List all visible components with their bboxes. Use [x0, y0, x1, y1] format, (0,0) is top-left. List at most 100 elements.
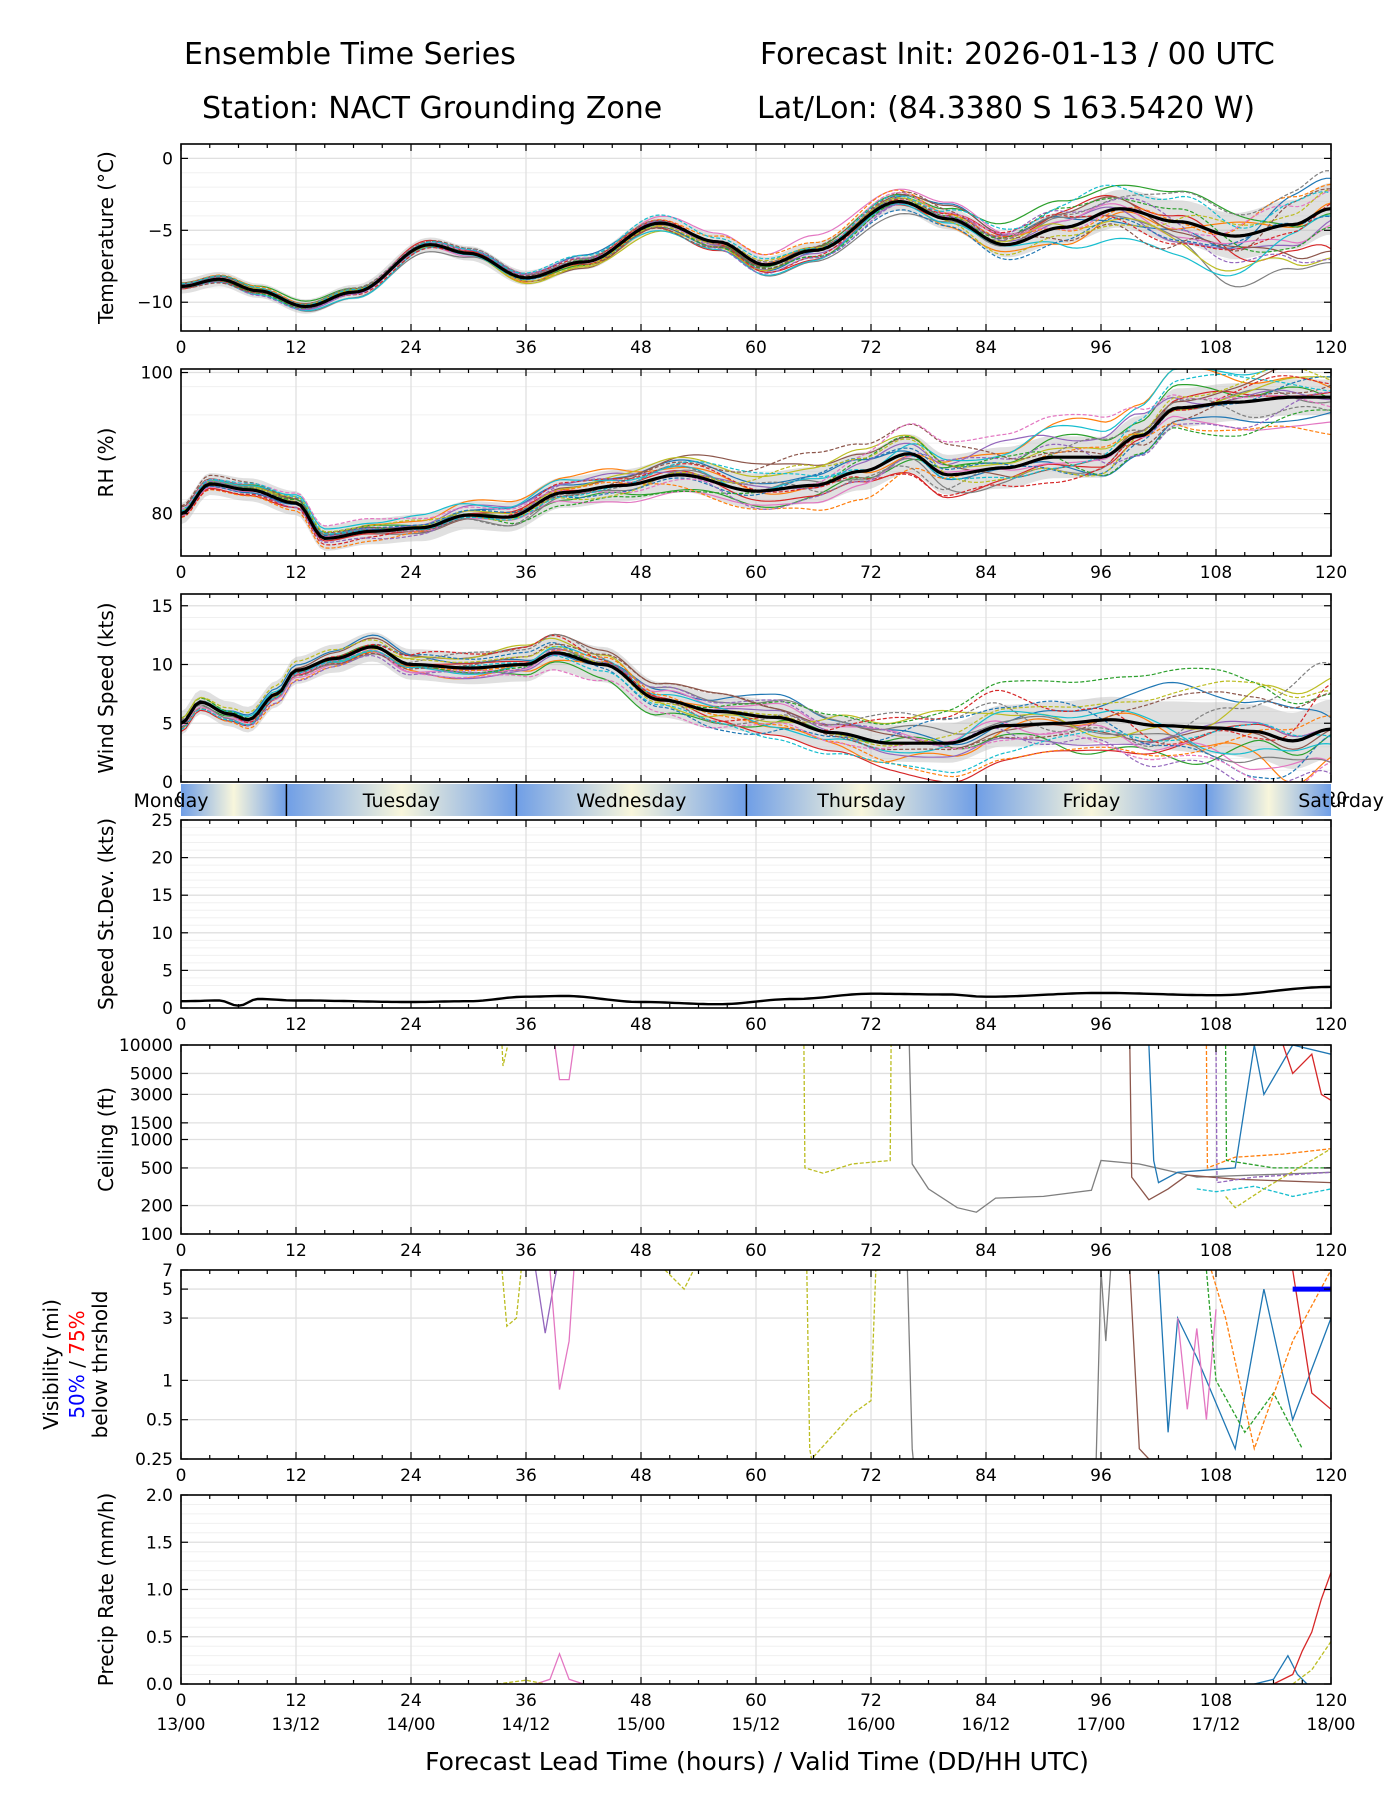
- y-axis-label-rh: RH (%): [94, 428, 118, 498]
- panel-speed_stdev: 0 5 10 15 20 25 0 12 24 36 48 60 72 84 96 108 120 Speed S…: [94, 811, 1347, 1035]
- x-tick-label: 108: [1200, 1015, 1232, 1035]
- x-tick-label: 72: [860, 1241, 882, 1261]
- x-tick-label: 84: [975, 1466, 997, 1486]
- y-axis-label-precip_rate: Precip Rate (mm/h): [94, 1493, 118, 1687]
- x-tick-label: 96: [1090, 1691, 1112, 1711]
- valid-time-label: 14/12: [502, 1715, 551, 1735]
- valid-time-label: 13/12: [272, 1715, 321, 1735]
- x-tick-label: 96: [1090, 1015, 1112, 1035]
- y-tick-label: 1: [162, 1371, 173, 1391]
- ticks-visibility: [180, 1269, 1332, 1460]
- member-line: [181, 649, 1331, 778]
- member-series-m-gray: [908, 1045, 1331, 1213]
- member-series-v-olive: [501, 1270, 522, 1328]
- plot-area-visibility: [501, 1270, 1331, 1459]
- member-series-m-blue: [1148, 1045, 1331, 1184]
- x-tick-label: 108: [1200, 1241, 1232, 1261]
- member-series-m-red: [1282, 1045, 1331, 1101]
- label-50-percent: 50%: [65, 1374, 89, 1418]
- y-axis-label-visibility: Visibility (mi): [39, 1299, 63, 1430]
- valid-time-label: 17/12: [1192, 1715, 1241, 1735]
- day-segment: [1206, 784, 1331, 816]
- y-tick-label: 20: [151, 849, 173, 869]
- x-tick-label: 12: [285, 338, 307, 358]
- member-series-m-brown: [1129, 1045, 1331, 1201]
- x-tick-label: 48: [630, 1241, 652, 1261]
- y-tick-label: 5: [162, 961, 173, 981]
- x-tick-label: 24: [400, 338, 422, 358]
- y-tick-label: 15: [151, 597, 173, 617]
- member-series-v-pink: [549, 1270, 575, 1390]
- member-series-p-pink: [535, 1651, 584, 1684]
- title-left-2: Station: NACT Grounding Zone: [202, 91, 662, 126]
- x-tick-label: 48: [630, 563, 652, 583]
- x-tick-label: 72: [860, 338, 882, 358]
- panel-visibility: 0.25 0.5 1 3 57 0 12 24 36 48 60 72 84 96 108 120 Visibi…: [39, 1261, 1347, 1486]
- x-tick-label: 120: [1315, 338, 1347, 358]
- y-tick-label: 25: [151, 811, 173, 831]
- x-tick-label: 120: [1315, 1015, 1347, 1035]
- ticks-ceiling: [180, 1044, 1332, 1235]
- member-line: [181, 643, 1331, 751]
- x-tick-label: 96: [1090, 563, 1112, 583]
- y-tick-label: 5: [162, 714, 173, 734]
- member-series-v-orange: [1210, 1270, 1331, 1452]
- y-tick-label: 0.25: [135, 1450, 173, 1470]
- x-tick-label: 72: [860, 563, 882, 583]
- y-tick-label: 7: [162, 1261, 173, 1281]
- day-label-wednesday: Wednesday: [576, 790, 686, 812]
- day-band: Monday Tuesday Wednesday Thursday Friday Satu…: [133, 784, 1384, 816]
- y-tick-label: 0.0: [146, 1675, 173, 1695]
- ticks-temperature: [180, 144, 1332, 331]
- x-tick-label: 120: [1315, 1691, 1347, 1711]
- y-axis-label-thresholds: 50% / 75%: [65, 1310, 89, 1418]
- x-tick-label: 72: [860, 1691, 882, 1711]
- x-tick-label: 84: [975, 338, 997, 358]
- valid-time-label: 16/00: [847, 1715, 896, 1735]
- title-left-1: Ensemble Time Series: [184, 37, 516, 72]
- valid-time-label: 17/00: [1077, 1715, 1126, 1735]
- label-75-percent: 75%: [65, 1310, 89, 1354]
- y-tick-label: 0: [162, 999, 173, 1019]
- y-tick-label: 3: [162, 1309, 173, 1329]
- x-tick-label: 108: [1200, 1691, 1232, 1711]
- plot-area-ceiling: [501, 1045, 1331, 1213]
- member-line: [181, 198, 1331, 308]
- member-line: [181, 197, 1331, 311]
- x-tick-label: 72: [860, 1015, 882, 1035]
- valid-time-label: 18/00: [1307, 1715, 1356, 1735]
- member-series-m-olive: [803, 1045, 892, 1174]
- mean-line-temperature: [181, 199, 1331, 309]
- y-tick-label: 5: [162, 1280, 173, 1300]
- day-segment: [746, 784, 977, 816]
- member-line: [181, 184, 1331, 306]
- day-segment: [516, 784, 747, 816]
- panel-precip_rate: 0.0 0.5 1.0 1.5 2.0 0 12 24 36 48 60 72 84 96 108 120 Pr…: [94, 1486, 1356, 1735]
- grid-ceiling: [180, 1044, 1332, 1235]
- member-series-m-pink: [554, 1045, 575, 1081]
- x-tick-label: 12: [285, 1691, 307, 1711]
- plot-area-precip_rate: [497, 1572, 1331, 1684]
- member-line: [181, 390, 1331, 542]
- x-tick-label: 0: [176, 1015, 187, 1035]
- member-line: [181, 634, 1331, 745]
- plot-area-rh: [181, 369, 1331, 551]
- y-axis-label-speed_stdev: Speed St.Dev. (kts): [94, 818, 118, 1010]
- member-line: [181, 637, 1331, 739]
- valid-time-label: 15/00: [617, 1715, 666, 1735]
- member-series-p-olive: [497, 1679, 546, 1684]
- x-tick-label: 0: [176, 563, 187, 583]
- mean-line-rh: [181, 395, 1331, 541]
- member-series-v-green: [1205, 1270, 1303, 1449]
- member-series-v-pink-2: [1177, 1309, 1217, 1420]
- grid-wind_speed: [180, 593, 1332, 783]
- member-series-m-cyan: [1196, 1185, 1331, 1198]
- x-tick-label: 60: [745, 1466, 767, 1486]
- member-series-v-purple: [534, 1270, 558, 1334]
- x-axis-label: Forecast Lead Time (hours) / Valid Time …: [425, 1747, 1089, 1776]
- member-series-v-red: [1292, 1270, 1331, 1410]
- y-axis-label-temperature: Temperature (°C): [94, 151, 118, 325]
- y-tick-label: −10: [137, 293, 173, 313]
